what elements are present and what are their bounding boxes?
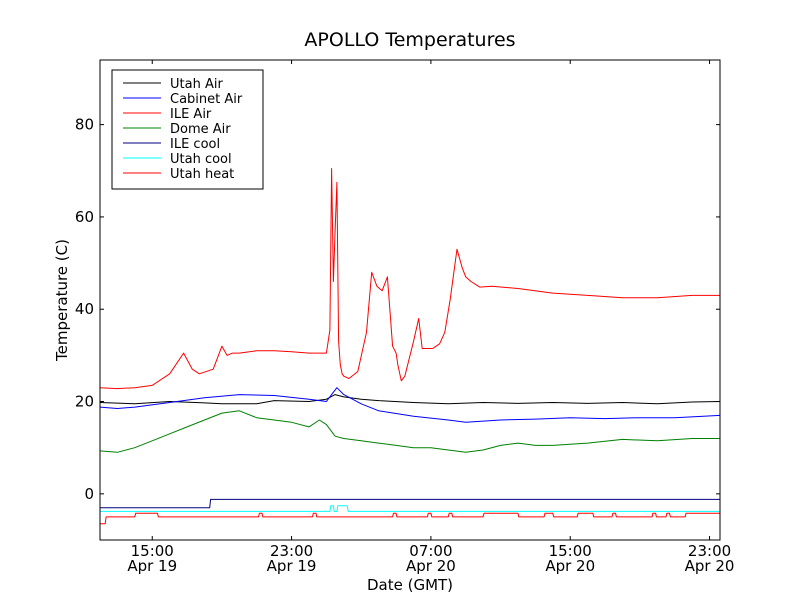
legend-label: Utah heat xyxy=(170,167,234,182)
series-line-utah-air xyxy=(99,394,721,405)
legend-label: ILE cool xyxy=(170,137,220,152)
x-tick-label-date: Apr 20 xyxy=(685,557,735,575)
x-tick-label-time: 15:00 xyxy=(549,542,592,560)
legend-label: Dome Air xyxy=(170,122,231,137)
x-tick-label-time: 23:00 xyxy=(688,542,731,560)
series-line-utah-heat xyxy=(100,512,720,525)
x-tick-label-time: 15:00 xyxy=(131,542,174,560)
y-axis-label: Temperature (C) xyxy=(53,239,71,362)
y-tick-label: 20 xyxy=(75,393,94,411)
legend-label: Utah Air xyxy=(170,77,223,92)
series-layer xyxy=(99,168,721,525)
x-tick-label-date: Apr 19 xyxy=(127,557,177,575)
legend-box xyxy=(111,69,264,190)
x-tick-label-time: 23:00 xyxy=(270,542,313,560)
x-axis-label: Date (GMT) xyxy=(367,576,453,594)
y-tick-label: 80 xyxy=(75,116,94,134)
series-line-cabinet-air xyxy=(99,387,721,423)
x-tick-label-time: 07:00 xyxy=(409,542,452,560)
y-tick-label: 60 xyxy=(75,208,94,226)
plot-frame xyxy=(99,59,721,541)
x-tick-label-date: Apr 19 xyxy=(267,557,317,575)
chart-title: APOLLO Temperatures xyxy=(304,29,515,51)
legend-label: ILE Air xyxy=(170,107,212,122)
series-line-dome-air xyxy=(99,410,720,453)
series-line-utah-cool xyxy=(100,505,720,512)
x-tick-label-date: Apr 20 xyxy=(406,557,456,575)
series-line-ile-air xyxy=(99,168,720,390)
legend-label: Utah cool xyxy=(170,152,232,167)
legend-label: Cabinet Air xyxy=(170,92,243,107)
y-tick-label: 40 xyxy=(75,300,94,318)
x-tick-label-date: Apr 20 xyxy=(545,557,595,575)
y-tick-label: 0 xyxy=(84,485,94,503)
series-line-ile-cool xyxy=(100,498,720,509)
